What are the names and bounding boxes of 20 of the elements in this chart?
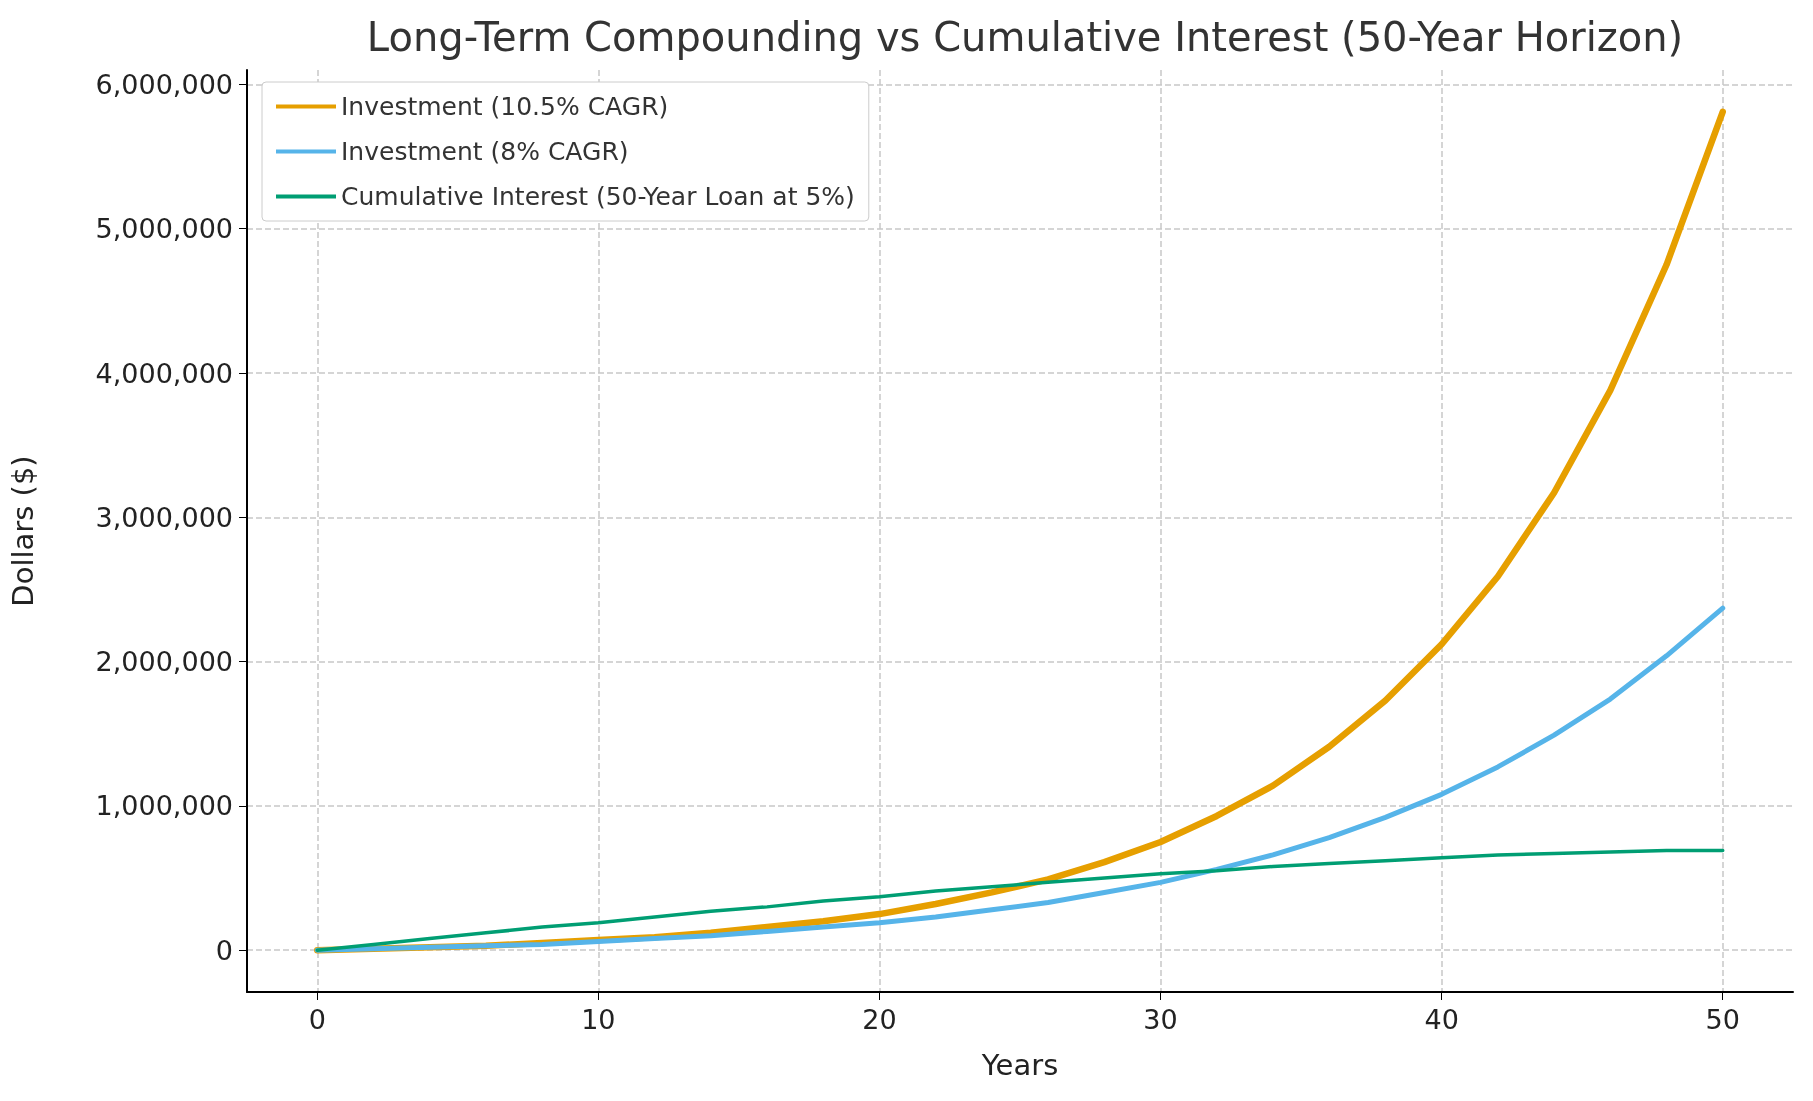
y-tick-label: 3,000,000 — [95, 501, 233, 533]
y-tick-label: 0 — [215, 934, 233, 966]
y-tick-label: 6,000,000 — [95, 68, 233, 100]
x-axis-title: Years — [980, 1047, 1059, 1082]
line-series — [315, 848, 1725, 952]
x-tick-label: 50 — [1705, 1004, 1740, 1035]
x-tick-label: 20 — [862, 1004, 897, 1035]
legend-label: Cumulative Interest (50-Year Loan at 5%) — [341, 182, 855, 211]
y-tick-label: 4,000,000 — [95, 357, 233, 389]
x-tick-label: 40 — [1424, 1004, 1459, 1035]
legend-label: Investment (8% CAGR) — [341, 137, 629, 166]
y-tick-label: 5,000,000 — [95, 213, 233, 245]
chart-title: Long-Term Compounding vs Cumulative Interest (50-Year Horizon) — [366, 14, 1684, 60]
y-axis-title: Dollars ($) — [5, 455, 40, 607]
y-tick-label: 1,000,000 — [95, 790, 233, 822]
x-tick-label: 30 — [1143, 1004, 1178, 1035]
x-tick-label: 0 — [308, 1004, 326, 1035]
legend-label: Investment (10.5% CAGR) — [341, 92, 669, 121]
x-tick-label: 10 — [581, 1004, 616, 1035]
y-tick-label: 2,000,000 — [95, 646, 233, 678]
